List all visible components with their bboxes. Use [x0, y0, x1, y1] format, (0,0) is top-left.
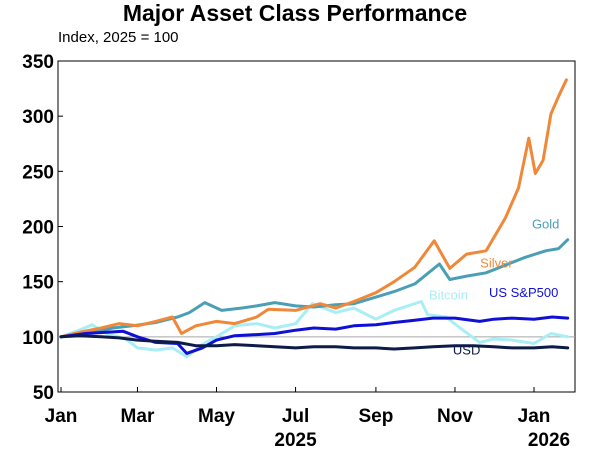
series-label-us-s-p500: US S&P500: [489, 285, 558, 300]
x-tick-label: Sep: [358, 406, 393, 427]
series-labels: Bitcoin Gold Silver US S&P500 USD: [429, 217, 559, 358]
y-tick-label: 100: [22, 328, 54, 349]
series-label-gold: Gold: [532, 217, 559, 232]
series-line-bitcoin: [59, 300, 570, 359]
x-tick-label: Jan: [518, 406, 551, 427]
series-line-usd: [59, 334, 570, 351]
x-tick-label: Mar: [121, 406, 155, 427]
axes: 50 100 150 200 250 300 350 Jan Mar May Jul Sep Nov Ja…: [22, 52, 570, 451]
plot-area: [57, 60, 576, 393]
x-tick-label: May: [198, 406, 235, 427]
year-label: 2026: [528, 430, 570, 451]
x-tick-label: Jul: [282, 406, 309, 427]
series-label-silver: Silver: [480, 255, 513, 270]
year-label: 2025: [274, 430, 317, 451]
chart-title: Major Asset Class Performance: [123, 0, 467, 26]
series-line-silver: [59, 78, 568, 339]
x-tick-label: Nov: [437, 406, 473, 427]
y-tick-label: 250: [22, 162, 54, 183]
series-label-bitcoin: Bitcoin: [429, 287, 468, 302]
y-tick-label: 50: [33, 383, 54, 404]
y-tick-label: 200: [22, 218, 54, 239]
chart-subtitle: Index, 2025 = 100: [58, 29, 179, 46]
x-tick-label: Jan: [45, 406, 78, 427]
series-lines: [59, 78, 570, 359]
y-tick-label: 300: [22, 107, 54, 128]
y-tick-label: 150: [22, 273, 54, 294]
y-tick-label: 350: [22, 52, 54, 73]
series-label-usd: USD: [453, 342, 480, 357]
